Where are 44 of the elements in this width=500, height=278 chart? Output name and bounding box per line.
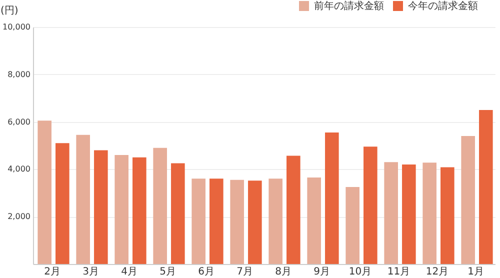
x-tick-label: 8月 [275,266,292,278]
bar [230,180,244,264]
bar [402,164,416,264]
bar [346,186,360,264]
bar [153,148,167,264]
x-tick-label: 7月 [236,266,253,278]
bar [422,162,436,264]
bar [114,154,128,264]
x-tick-label: 6月 [198,266,214,278]
bar [192,178,206,264]
bar [76,134,90,264]
bar [325,132,339,264]
y-tick-label: 6,000 [8,117,30,126]
bar [364,146,378,264]
bar [171,163,185,264]
x-tick-label: 1月 [468,266,484,278]
y-tick-label: 4,000 [8,164,30,174]
bar [38,120,52,264]
x-tick-label: 10月 [348,266,372,278]
bar [94,150,108,264]
bar [210,178,224,264]
bar [479,110,493,264]
bar [286,156,300,264]
y-axis-title: (円) [0,6,18,16]
x-tick-label: 2月 [44,266,60,278]
x-tick-label: 5月 [160,266,176,278]
bar [384,162,398,264]
bar [268,178,282,264]
x-tick-label: 4月 [121,266,138,278]
x-tick-label: 9月 [314,266,330,278]
legend-label: 前年の請求金額 [314,0,384,12]
bar [132,157,146,264]
legend-label: 今年の請求金額 [408,0,478,12]
bar [56,143,70,264]
x-tick-label: 3月 [82,266,99,278]
y-tick-label: 10,000 [2,22,30,32]
x-tick-label: 11月 [387,266,410,278]
bar [440,167,454,264]
y-tick-label: 8,000 [8,70,30,79]
bar [461,136,475,264]
bar [307,177,321,264]
bar [248,180,262,264]
y-tick-label: 2,000 [8,212,30,222]
x-tick-label: 12月 [426,266,449,278]
